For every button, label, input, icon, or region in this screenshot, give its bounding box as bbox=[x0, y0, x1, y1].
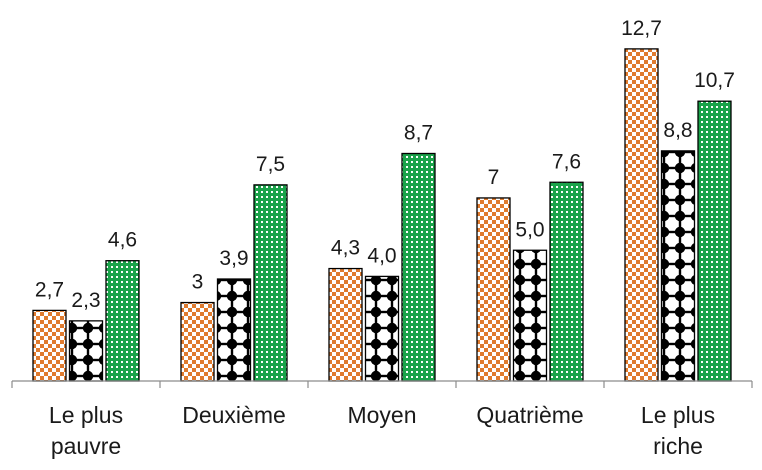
data-label-moyen-series-1: 4,3 bbox=[331, 237, 360, 260]
category-label-line: pauvre bbox=[51, 433, 121, 459]
category-label-line: riche bbox=[653, 433, 703, 459]
data-label-deuxieme-series-1: 3 bbox=[192, 271, 204, 294]
data-label-le-plus-pauvre-series-1: 2,7 bbox=[35, 278, 64, 301]
data-label-le-plus-riche-series-1: 12,7 bbox=[621, 17, 662, 40]
bar-le-plus-riche-series-3 bbox=[697, 100, 732, 382]
bar-deuxieme-series-2 bbox=[216, 278, 252, 382]
bar-le-plus-riche-series-1 bbox=[624, 48, 659, 382]
data-label-le-plus-riche-series-3: 10,7 bbox=[694, 69, 735, 92]
data-labels-layer: 2,7 2,3 4,6 3 3,9 7,5 4,3 4,0 8,7 7 5,0 7,6 12,7 8,8 1… bbox=[35, 17, 735, 312]
category-label-le-plus-pauvre: Le plus pauvre bbox=[49, 402, 123, 459]
bar-quatrieme-series-3 bbox=[549, 181, 584, 382]
bar-le-plus-riche-series-2 bbox=[660, 150, 696, 382]
bar-deuxieme-series-1 bbox=[180, 301, 215, 382]
category-label-line: Deuxième bbox=[182, 402, 286, 428]
category-label-line: Le plus bbox=[641, 402, 715, 428]
category-label-le-plus-riche: Le plus riche bbox=[641, 402, 715, 459]
bar-moyen-series-3 bbox=[401, 152, 436, 382]
data-label-le-plus-pauvre-series-2: 2,3 bbox=[71, 289, 100, 312]
data-label-deuxieme-series-2: 3,9 bbox=[219, 247, 248, 270]
bar-deuxieme-series-3 bbox=[253, 184, 288, 382]
bar-moyen-series-2 bbox=[364, 275, 400, 382]
data-label-quatrieme-series-2: 5,0 bbox=[515, 218, 544, 241]
category-label-moyen: Moyen bbox=[347, 402, 416, 428]
category-label-line: Quatrième bbox=[476, 402, 583, 428]
category-label-deuxieme: Deuxième bbox=[182, 402, 286, 428]
category-labels: Le plus pauvre Deuxième Moyen Quatrième Le pl… bbox=[49, 402, 715, 459]
category-label-line: Moyen bbox=[347, 402, 416, 428]
x-axis-ticks bbox=[11, 381, 753, 388]
bar-moyen-series-1 bbox=[328, 267, 363, 382]
bar-le-plus-pauvre-series-1 bbox=[32, 309, 67, 382]
bar-le-plus-pauvre-series-3 bbox=[105, 260, 140, 382]
bar-quatrieme-series-1 bbox=[476, 197, 511, 382]
data-label-moyen-series-2: 4,0 bbox=[367, 244, 396, 267]
data-label-quatrieme-series-3: 7,6 bbox=[552, 150, 581, 173]
data-label-deuxieme-series-3: 7,5 bbox=[256, 153, 285, 176]
bar-le-plus-pauvre-series-2 bbox=[68, 320, 104, 382]
data-label-moyen-series-3: 8,7 bbox=[404, 121, 433, 144]
bar-quatrieme-series-2 bbox=[512, 249, 548, 382]
category-label-line: Le plus bbox=[49, 402, 123, 428]
data-label-le-plus-pauvre-series-3: 4,6 bbox=[108, 229, 137, 252]
bars-layer bbox=[32, 48, 732, 382]
data-label-quatrieme-series-1: 7 bbox=[488, 166, 500, 189]
category-label-quatrieme: Quatrième bbox=[476, 402, 583, 428]
data-label-le-plus-riche-series-2: 8,8 bbox=[663, 119, 692, 142]
